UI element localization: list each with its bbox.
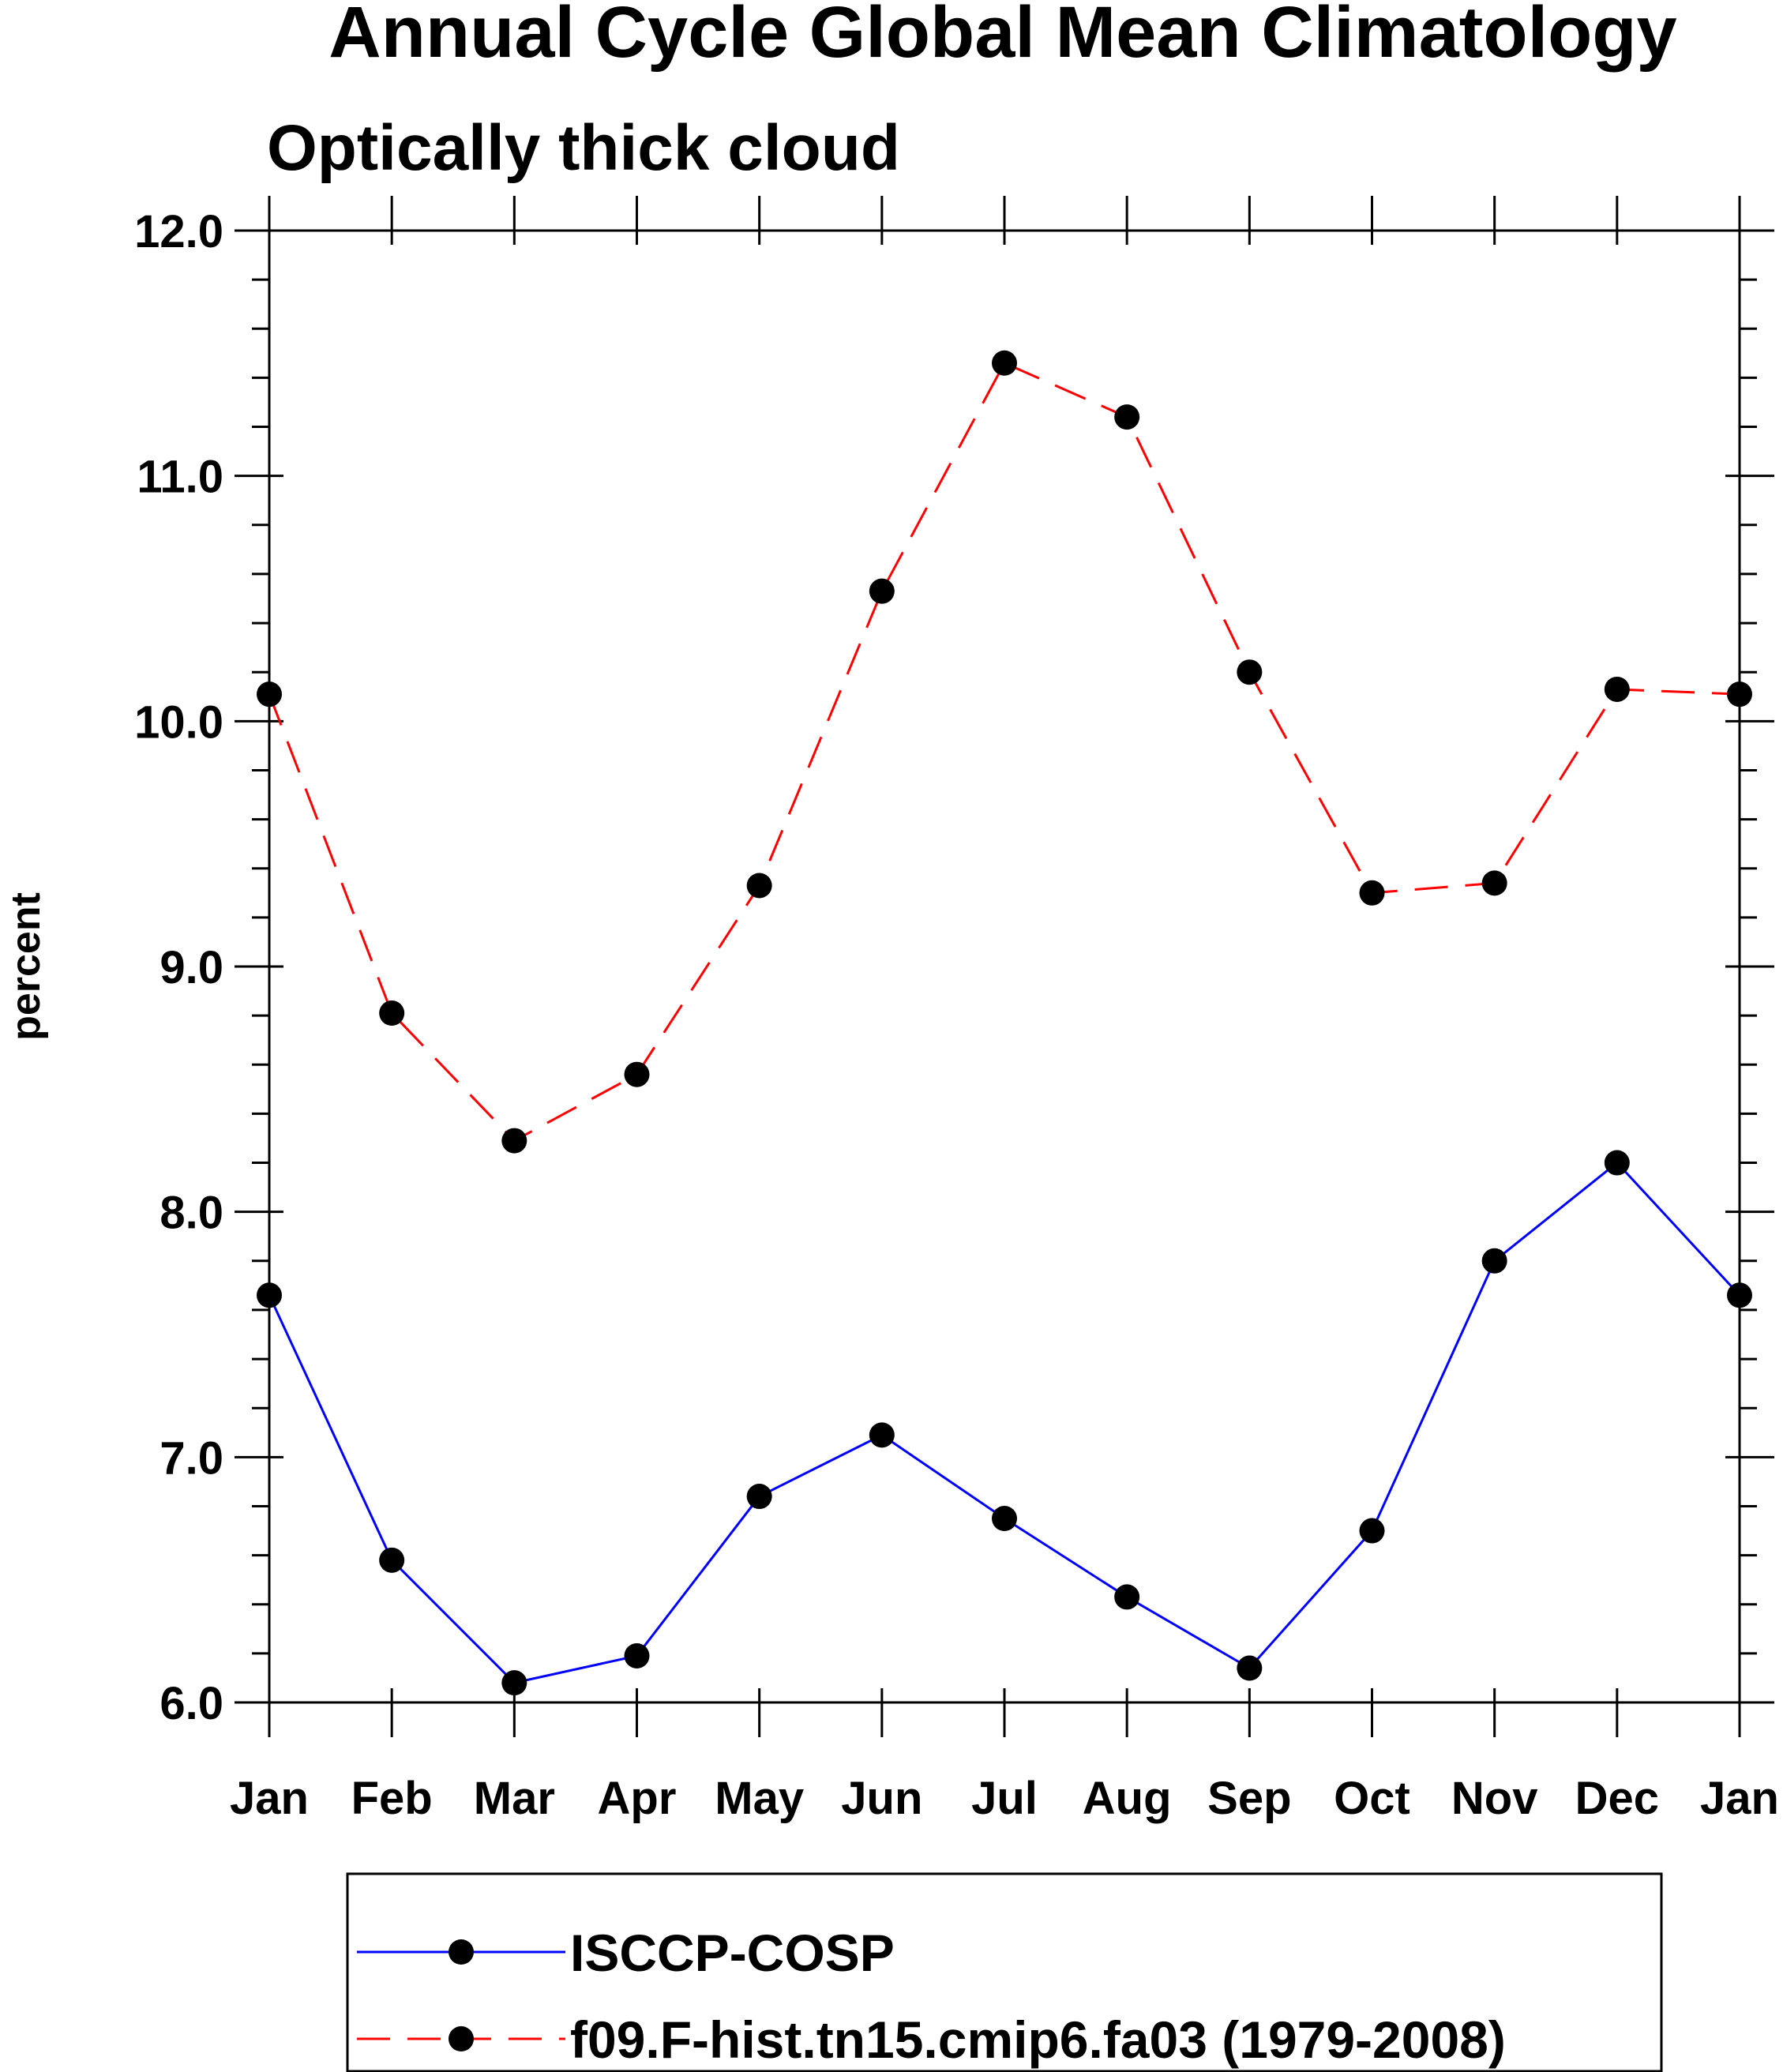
y-axis-label: percent: [3, 892, 49, 1041]
series-1-point: [1359, 1518, 1385, 1544]
series-1-point: [746, 1484, 772, 1510]
series-2-point: [257, 681, 282, 708]
x-tick-label: Nov: [1451, 1773, 1538, 1824]
x-tick-label: Jun: [841, 1773, 922, 1824]
series-1-point: [1481, 1248, 1507, 1274]
series-2-point: [379, 1000, 405, 1027]
series-1-point: [1237, 1655, 1263, 1681]
series-group: [257, 350, 1752, 1696]
x-tick-label: Jan: [1700, 1773, 1779, 1824]
series-2-point: [1114, 404, 1140, 430]
chart-subtitle: Optically thick cloud: [267, 112, 900, 184]
legend-marker-1: [449, 1939, 474, 1965]
series-1-point: [992, 1506, 1017, 1531]
y-tick-label: 8.0: [160, 1188, 223, 1239]
series-1-point: [501, 1670, 527, 1696]
x-tick-label: Aug: [1083, 1773, 1172, 1824]
legend-box: [346, 1872, 1663, 2072]
series-2-point: [1727, 681, 1752, 708]
x-tick-label: Jul: [971, 1773, 1038, 1824]
x-tick-label: Sep: [1207, 1773, 1291, 1824]
plot-frame: [268, 229, 1741, 1704]
x-tick-label: Feb: [351, 1773, 433, 1824]
series-2-point: [869, 578, 895, 604]
series-line-2: [268, 361, 1740, 1143]
series-1-point: [624, 1642, 650, 1668]
series-2-point: [1481, 870, 1507, 896]
series-1-point: [1114, 1584, 1140, 1610]
series-1-point: [869, 1422, 895, 1448]
x-tick-label: May: [715, 1773, 804, 1824]
legend-label-1: ISCCP-COSP: [570, 1924, 895, 1982]
series-2-point: [992, 350, 1017, 376]
legend-items: ISCCP-COSP f09.F-hist.tn15.cmip6.fa03 (19…: [357, 1924, 1506, 2069]
x-tick-label: Mar: [474, 1773, 555, 1824]
series-1-point: [379, 1547, 405, 1573]
y-tick-label: 9.0: [160, 942, 223, 993]
series-2-point: [1237, 659, 1263, 685]
x-tick-label: Oct: [1334, 1773, 1410, 1824]
legend-label-2: f09.F-hist.tn15.cmip6.fa03 (1979-2008): [570, 2010, 1506, 2069]
series-2-point: [746, 873, 772, 899]
plot-area: [235, 196, 1774, 1737]
series-2-point: [501, 1128, 527, 1154]
series-1-point: [1604, 1150, 1630, 1176]
series-1-point: [1727, 1282, 1752, 1308]
chart-title: Annual Cycle Global Mean Climatology: [328, 0, 1676, 73]
x-tick-label: Dec: [1575, 1773, 1659, 1824]
series-1-point: [257, 1282, 282, 1308]
series-2-point: [1359, 880, 1385, 906]
y-tick-label: 12.0: [134, 206, 223, 257]
y-tick-labels: 6.0 7.0 8.0 9.0 10.0 11.0 12.0: [134, 206, 223, 1729]
x-tick-labels: Jan Feb Mar Apr May Jun Jul Aug Sep Oct Nov Dec Jan: [230, 1773, 1779, 1824]
y-tick-label: 7.0: [160, 1432, 223, 1484]
y-tick-label: 6.0: [160, 1678, 223, 1729]
series-2-point: [624, 1061, 650, 1087]
legend-marker-2: [449, 2026, 474, 2051]
series-2-point: [1604, 676, 1630, 702]
x-tick-label: Apr: [598, 1773, 677, 1824]
y-tick-label: 10.0: [134, 696, 223, 748]
legend: ISCCP-COSP f09.F-hist.tn15.cmip6.fa03 (19…: [346, 1872, 1663, 2072]
y-tick-label: 11.0: [137, 452, 223, 503]
x-tick-label: Jan: [230, 1773, 309, 1824]
series-line-1: [268, 1161, 1741, 1684]
